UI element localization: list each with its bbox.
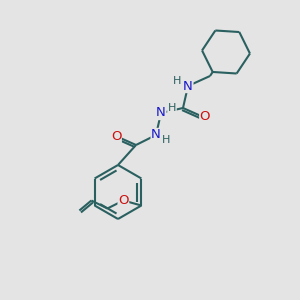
- Text: N: N: [183, 80, 193, 92]
- Text: H: H: [168, 103, 176, 113]
- Text: N: N: [156, 106, 166, 119]
- Text: O: O: [111, 130, 121, 142]
- Text: N: N: [151, 128, 161, 142]
- Text: H: H: [162, 135, 170, 145]
- Text: O: O: [200, 110, 210, 122]
- Text: H: H: [173, 76, 181, 86]
- Text: O: O: [118, 194, 129, 207]
